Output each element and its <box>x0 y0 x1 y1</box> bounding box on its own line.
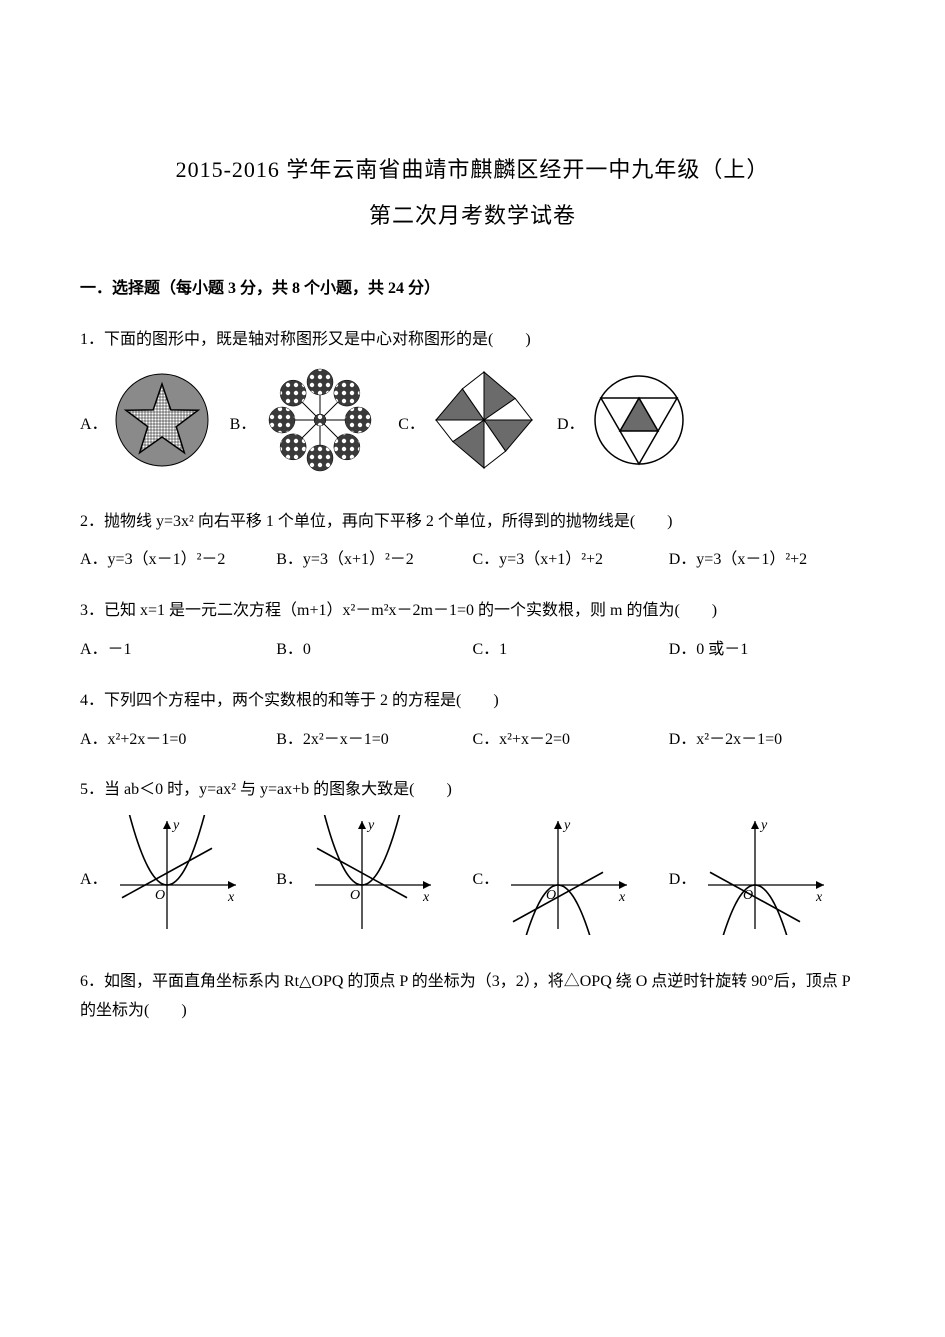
q1-figure-A-icon <box>112 370 212 481</box>
q1-option-D: D． <box>557 370 689 481</box>
svg-text:y: y <box>366 818 375 833</box>
q2-text: 2．抛物线 y=3x² 向右平移 1 个单位，再向下平移 2 个单位，所得到的抛… <box>80 508 865 537</box>
svg-text:y: y <box>171 818 180 833</box>
q2-options: A．y=3（x－1）²－2 B．y=3（x+1）²－2 C．y=3（x+1）²+… <box>80 546 865 575</box>
q2-option-B: B．y=3（x+1）²－2 <box>276 546 466 575</box>
q3-option-C: C．1 <box>473 636 663 665</box>
q1-option-C: C． <box>398 365 539 486</box>
svg-text:x: x <box>227 890 235 905</box>
q5-label-C: C． <box>473 866 500 895</box>
question-4: 4．下列四个方程中，两个实数根的和等于 2 的方程是( ) A．x²+2x－1=… <box>80 687 865 755</box>
q2-option-C: C．y=3（x+1）²+2 <box>473 546 663 575</box>
question-6: 6．如图，平面直角坐标系内 Rt△OPQ 的顶点 P 的坐标为（3，2），将△O… <box>80 968 865 1026</box>
question-2: 2．抛物线 y=3x² 向右平移 1 个单位，再向下平移 2 个单位，所得到的抛… <box>80 508 865 576</box>
q5-option-B: B． Ox y <box>276 815 466 946</box>
q5-label-B: B． <box>276 866 303 895</box>
svg-text:O: O <box>155 888 165 903</box>
question-5: 5．当 ab＜0 时，y=ax² 与 y=ax+b 的图象大致是( ) A． O… <box>80 776 865 946</box>
q1-label-A: A． <box>80 411 108 440</box>
q1-figure-C-icon <box>429 365 539 486</box>
svg-text:x: x <box>815 890 823 905</box>
q3-text: 3．已知 x=1 是一元二次方程（m+1）x²－m²x－2m－1=0 的一个实数… <box>80 597 865 626</box>
q4-option-B: B．2x²－x－1=0 <box>276 726 466 755</box>
q1-options: A． B． C． D． <box>80 365 865 486</box>
question-3: 3．已知 x=1 是一元二次方程（m+1）x²－m²x－2m－1=0 的一个实数… <box>80 597 865 665</box>
q5-text: 5．当 ab＜0 时，y=ax² 与 y=ax+b 的图象大致是( ) <box>80 776 865 805</box>
q5-option-D: D． Oxy <box>669 815 859 946</box>
svg-text:x: x <box>618 890 626 905</box>
q5-figure-A-icon: Ox y <box>112 815 242 946</box>
q1-label-B: B． <box>230 411 257 440</box>
title-line-2: 第二次月考数学试卷 <box>80 196 865 236</box>
q3-options: A．－1 B．0 C．1 D．0 或－1 <box>80 636 865 665</box>
q6-text: 6．如图，平面直角坐标系内 Rt△OPQ 的顶点 P 的坐标为（3，2），将△O… <box>80 968 865 1026</box>
q4-text: 4．下列四个方程中，两个实数根的和等于 2 的方程是( ) <box>80 687 865 716</box>
q1-label-C: C． <box>398 411 425 440</box>
q4-option-C: C．x²+x－2=0 <box>473 726 663 755</box>
q1-text: 1．下面的图形中，既是轴对称图形又是中心对称图形的是( ) <box>80 326 865 355</box>
svg-text:y: y <box>562 818 571 833</box>
q2-option-D: D．y=3（x－1）²+2 <box>669 546 859 575</box>
q4-option-A: A．x²+2x－1=0 <box>80 726 270 755</box>
q1-figure-B-icon <box>260 365 380 486</box>
q5-figure-D-icon: Oxy <box>700 815 830 946</box>
q5-option-A: A． Ox y <box>80 815 270 946</box>
q1-option-B: B． <box>230 365 381 486</box>
q4-options: A．x²+2x－1=0 B．2x²－x－1=0 C．x²+x－2=0 D．x²－… <box>80 726 865 755</box>
q5-label-A: A． <box>80 866 108 895</box>
q4-option-D: D．x²－2x－1=0 <box>669 726 859 755</box>
question-1: 1．下面的图形中，既是轴对称图形又是中心对称图形的是( ) A． B． C． D… <box>80 326 865 486</box>
q3-option-B: B．0 <box>276 636 466 665</box>
q5-figure-C-icon: Oxy <box>503 815 633 946</box>
q5-label-D: D． <box>669 866 697 895</box>
q3-option-D: D．0 或－1 <box>669 636 859 665</box>
section-header: 一．选择题（每小题 3 分，共 8 个小题，共 24 分） <box>80 275 865 304</box>
svg-text:x: x <box>422 890 430 905</box>
q1-figure-D-icon <box>589 370 689 481</box>
q5-figure-B-icon: Ox y <box>307 815 437 946</box>
q3-option-A: A．－1 <box>80 636 270 665</box>
svg-text:O: O <box>350 888 360 903</box>
q5-option-C: C． Oxy <box>473 815 663 946</box>
q1-option-A: A． <box>80 370 212 481</box>
q2-option-A: A．y=3（x－1）²－2 <box>80 546 270 575</box>
q5-options: A． Ox y B． Ox y C． Ox y D． Ox y <box>80 815 865 946</box>
title-line-1: 2015-2016 学年云南省曲靖市麒麟区经开一中九年级（上） <box>80 150 865 190</box>
page-title: 2015-2016 学年云南省曲靖市麒麟区经开一中九年级（上） 第二次月考数学试… <box>80 150 865 235</box>
q1-label-D: D． <box>557 411 585 440</box>
svg-text:y: y <box>759 818 768 833</box>
